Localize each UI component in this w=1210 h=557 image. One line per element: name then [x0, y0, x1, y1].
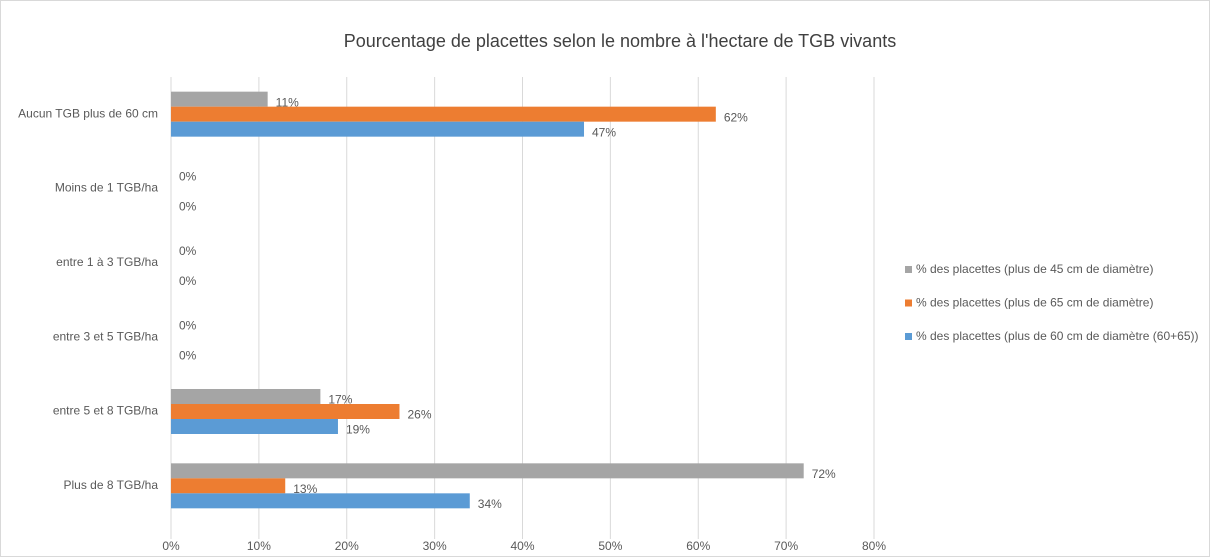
data-label: 0% [179, 200, 197, 214]
bar [171, 106, 716, 122]
data-label: 13% [293, 482, 317, 496]
bar [171, 478, 286, 494]
y-tick-label: Plus de 8 TGB/ha [64, 478, 159, 492]
y-tick-label: Aucun TGB plus de 60 cm [18, 106, 158, 120]
x-tick-label: 30% [423, 539, 447, 553]
data-label: 19% [346, 423, 370, 437]
data-label: 0% [179, 170, 197, 184]
data-label: 34% [478, 497, 502, 511]
bar [171, 419, 338, 434]
x-tick-label: 60% [686, 539, 710, 553]
legend-swatch [905, 299, 912, 307]
bar [171, 389, 321, 404]
data-label: 0% [179, 274, 197, 288]
legend-swatch [905, 266, 912, 273]
data-label: 0% [179, 244, 197, 258]
legend-label: % des placettes (plus de 60 cm de diamèt… [916, 329, 1198, 343]
chart-title: Pourcentage de placettes selon le nombre… [344, 31, 896, 51]
data-label: 47% [592, 125, 616, 139]
x-tick-label: 70% [774, 539, 798, 553]
legend-swatch [905, 333, 912, 340]
bar [171, 493, 470, 509]
x-tick-label: 0% [162, 539, 180, 553]
y-tick-label: entre 3 et 5 TGB/ha [53, 329, 159, 343]
data-label: 11% [276, 95, 299, 109]
data-label: 26% [407, 408, 431, 422]
x-tick-label: 80% [862, 539, 886, 553]
legend-label: % des placettes (plus de 65 cm de diamèt… [916, 296, 1153, 310]
x-tick-label: 50% [598, 539, 622, 553]
bar [171, 404, 400, 419]
data-label: 72% [812, 467, 836, 481]
x-tick-label: 20% [335, 539, 359, 553]
legend-label: % des placettes (plus de 45 cm de diamèt… [916, 262, 1153, 276]
x-tick-label: 10% [247, 539, 271, 553]
bar [171, 91, 268, 107]
y-tick-label: entre 1 à 3 TGB/ha [56, 255, 158, 269]
data-label: 62% [724, 110, 748, 124]
x-tick-label: 40% [510, 539, 534, 553]
bar [171, 121, 585, 137]
y-tick-label: Moins de 1 TGB/ha [55, 181, 158, 195]
data-label: 0% [179, 348, 197, 362]
y-tick-label: entre 5 et 8 TGB/ha [53, 404, 159, 418]
data-label: 17% [328, 393, 352, 407]
bar [171, 463, 804, 479]
data-label: 0% [179, 318, 197, 332]
